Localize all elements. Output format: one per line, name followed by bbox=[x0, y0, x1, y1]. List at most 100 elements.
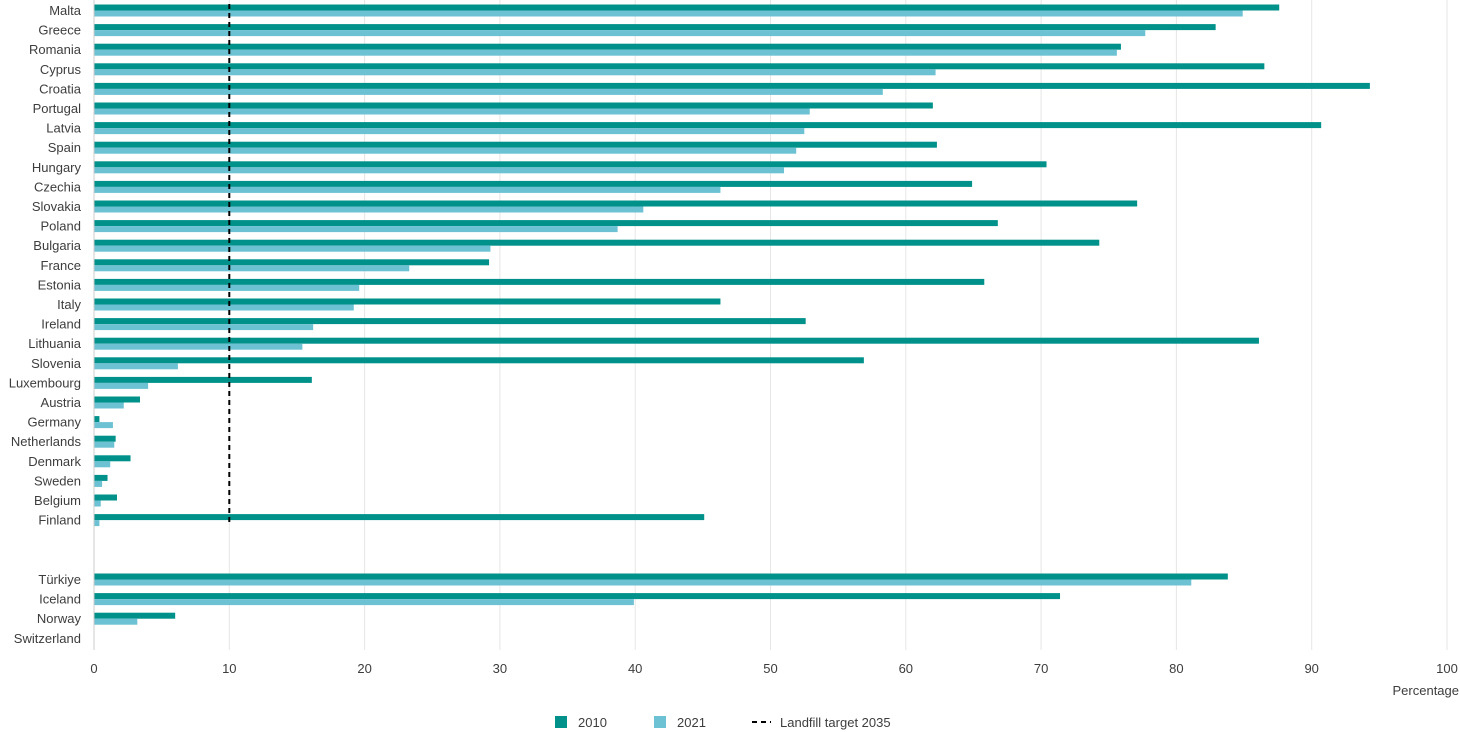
x-tick-label: 60 bbox=[899, 661, 913, 676]
category-label: Switzerland bbox=[14, 631, 81, 646]
bar-2021 bbox=[94, 108, 810, 115]
bar-2010 bbox=[94, 63, 1265, 70]
category-label: Lithuania bbox=[28, 336, 82, 351]
legend-swatch-2021 bbox=[654, 716, 666, 728]
x-tick-label: 20 bbox=[357, 661, 371, 676]
bar-2010 bbox=[94, 514, 705, 521]
bar-2010 bbox=[94, 435, 116, 442]
bar-2021 bbox=[94, 69, 936, 76]
bar-2021 bbox=[94, 206, 644, 213]
legend-label-2010: 2010 bbox=[578, 715, 607, 730]
bar-2021 bbox=[94, 363, 178, 370]
bar-2021 bbox=[94, 10, 1243, 17]
x-tick-label: 40 bbox=[628, 661, 642, 676]
bar-2010 bbox=[94, 396, 141, 403]
category-label: Greece bbox=[38, 23, 81, 38]
category-label: Cyprus bbox=[40, 62, 82, 77]
legend-label-target: Landfill target 2035 bbox=[780, 715, 891, 730]
x-tick-label: 50 bbox=[763, 661, 777, 676]
bars bbox=[94, 4, 1370, 625]
bar-2021 bbox=[94, 500, 101, 507]
x-tick-label: 10 bbox=[222, 661, 236, 676]
category-label: Netherlands bbox=[11, 434, 82, 449]
category-label: France bbox=[41, 258, 81, 273]
bar-2021 bbox=[94, 480, 103, 487]
bar-2010 bbox=[94, 259, 490, 266]
bar-2021 bbox=[94, 128, 805, 135]
bar-2021 bbox=[94, 324, 314, 331]
category-label: Estonia bbox=[38, 277, 82, 292]
category-label: Latvia bbox=[46, 121, 81, 136]
category-label: Poland bbox=[41, 219, 81, 234]
bar-2021 bbox=[94, 49, 1117, 56]
category-label: Germany bbox=[28, 415, 82, 430]
bar-2021 bbox=[94, 147, 797, 154]
bar-2021 bbox=[94, 461, 111, 468]
bar-2010 bbox=[94, 4, 1280, 11]
bar-2010 bbox=[94, 24, 1216, 31]
bar-2010 bbox=[94, 357, 864, 364]
bar-2010 bbox=[94, 200, 1138, 207]
bar-2021 bbox=[94, 343, 303, 350]
legend-swatch-2010 bbox=[555, 716, 567, 728]
bar-2010 bbox=[94, 376, 312, 383]
bar-2010 bbox=[94, 318, 806, 325]
x-axis-ticks: 0 10 20 30 40 50 60 70 80 90 100 bbox=[90, 661, 1457, 676]
bar-2010 bbox=[94, 239, 1100, 246]
bar-2010 bbox=[94, 298, 721, 305]
x-tick-label: 70 bbox=[1034, 661, 1048, 676]
x-tick-label: 30 bbox=[493, 661, 507, 676]
bar-2010 bbox=[94, 43, 1121, 50]
category-label: Iceland bbox=[39, 592, 81, 607]
bar-2021 bbox=[94, 422, 113, 429]
bar-2021 bbox=[94, 88, 883, 95]
bar-2010 bbox=[94, 161, 1047, 168]
category-label: Bulgaria bbox=[33, 238, 81, 253]
category-label: Ireland bbox=[41, 317, 81, 332]
bar-2021 bbox=[94, 245, 491, 252]
category-label: Denmark bbox=[28, 454, 81, 469]
x-tick-label: 80 bbox=[1169, 661, 1183, 676]
category-label: Belgium bbox=[34, 493, 81, 508]
x-tick-label: 90 bbox=[1304, 661, 1318, 676]
bar-2010 bbox=[94, 474, 108, 481]
x-tick-label: 100 bbox=[1436, 661, 1458, 676]
category-label: Romania bbox=[29, 42, 82, 57]
bar-2021 bbox=[94, 402, 124, 409]
bar-2021 bbox=[94, 599, 634, 606]
bar-2021 bbox=[94, 520, 100, 527]
bar-2010 bbox=[94, 573, 1228, 580]
legend-label-2021: 2021 bbox=[677, 715, 706, 730]
category-label: Croatia bbox=[39, 81, 82, 96]
bar-2010 bbox=[94, 612, 176, 619]
category-label: Luxembourg bbox=[9, 375, 81, 390]
x-tick-label: 0 bbox=[90, 661, 97, 676]
category-label: Sweden bbox=[34, 473, 81, 488]
category-label: Finland bbox=[38, 513, 81, 528]
category-label: Norway bbox=[37, 611, 82, 626]
bar-2010 bbox=[94, 82, 1370, 89]
category-label: Austria bbox=[41, 395, 82, 410]
bar-2021 bbox=[94, 441, 115, 448]
legend: 2010 2021 Landfill target 2035 bbox=[555, 715, 891, 730]
bar-2021 bbox=[94, 382, 149, 389]
category-label: Hungary bbox=[32, 160, 82, 175]
bar-2010 bbox=[94, 455, 131, 462]
category-label: Spain bbox=[48, 140, 81, 155]
category-label: Portugal bbox=[33, 101, 82, 116]
category-label: Slovenia bbox=[31, 356, 82, 371]
bar-2021 bbox=[94, 30, 1146, 37]
bar-2010 bbox=[94, 102, 933, 109]
x-axis-title: Percentage bbox=[1393, 683, 1460, 698]
bar-2021 bbox=[94, 284, 360, 291]
bar-2021 bbox=[94, 304, 354, 311]
bar-2010 bbox=[94, 278, 985, 285]
category-label: Italy bbox=[57, 297, 81, 312]
bar-2021 bbox=[94, 618, 138, 625]
category-label: Czechia bbox=[34, 179, 82, 194]
bar-2010 bbox=[94, 180, 973, 187]
bar-2010 bbox=[94, 416, 100, 423]
category-label: Türkiye bbox=[38, 572, 81, 587]
bar-2010 bbox=[94, 593, 1061, 600]
